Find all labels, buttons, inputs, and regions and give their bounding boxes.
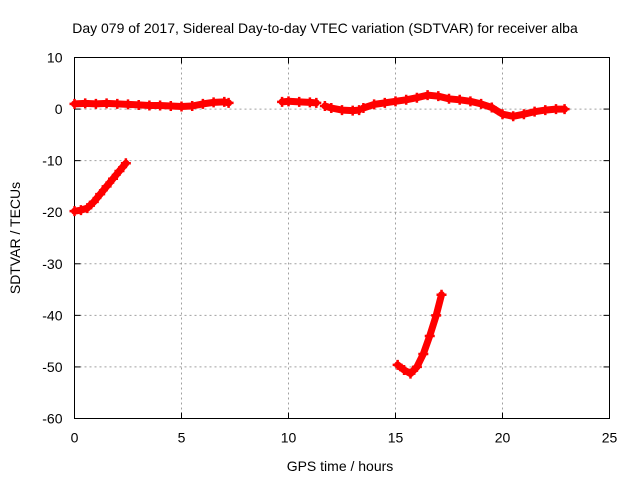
data-point: [80, 98, 91, 109]
data-point: [337, 105, 347, 116]
data-point: [518, 109, 529, 120]
series-segment-4: [319, 100, 365, 116]
data-point: [123, 99, 133, 110]
data-point: [82, 203, 93, 214]
data-point: [486, 102, 497, 113]
data-point: [176, 101, 187, 112]
data-point: [476, 98, 487, 109]
data-point: [405, 368, 416, 379]
data-point: [319, 100, 330, 111]
y-tick-label: 10: [47, 50, 63, 66]
data-point: [358, 103, 369, 114]
series-segment-2: [69, 158, 131, 217]
series-segment-1: [69, 96, 234, 112]
data-point: [283, 96, 294, 107]
y-tick-label: -10: [42, 153, 62, 169]
data-point: [95, 189, 106, 200]
data-point: [411, 92, 422, 103]
y-tick-label: 0: [55, 101, 63, 117]
series-segment-6: [392, 289, 447, 379]
y-tick-label: -20: [42, 204, 62, 220]
data-point: [101, 181, 112, 192]
data-point: [133, 99, 144, 110]
data-point: [294, 96, 305, 107]
data-point: [424, 330, 435, 341]
plot-frame: [74, 57, 610, 419]
tick-labels: 0 5 10 15 20 25 10 0 -10 -20 -30 -40 -50 -60: [42, 50, 617, 446]
data-point: [465, 96, 476, 107]
data-point: [75, 205, 86, 216]
chart-title: Day 079 of 2017, Sidereal Day-to-day VTE…: [72, 20, 578, 36]
data-point: [144, 100, 155, 111]
data-point: [422, 90, 433, 101]
x-axis-label: GPS time / hours: [287, 458, 394, 474]
y-axis-label: SDTVAR / TECUs: [7, 182, 23, 294]
data-point: [155, 100, 166, 111]
x-tick-label: 0: [71, 430, 79, 446]
x-tick-label: 25: [602, 430, 618, 446]
data-point: [197, 98, 208, 109]
data-point: [559, 104, 570, 115]
data-point: [411, 361, 422, 372]
data-point: [326, 103, 337, 114]
x-tick-label: 20: [495, 430, 511, 446]
x-tick-label: 10: [281, 430, 297, 446]
data-point: [433, 91, 444, 102]
data-point: [444, 93, 454, 104]
data-point: [208, 97, 219, 108]
data-point: [379, 97, 390, 108]
data-point: [529, 106, 540, 117]
data-point: [369, 99, 380, 110]
data-point: [90, 98, 101, 109]
data-point: [114, 165, 125, 176]
data-point: [108, 173, 119, 184]
data-point: [508, 111, 519, 122]
axis-ticks: [74, 57, 610, 419]
data-point: [431, 310, 442, 321]
data-point: [112, 98, 123, 109]
data-point: [540, 105, 551, 116]
data-point: [120, 158, 131, 169]
data-point: [551, 104, 561, 115]
y-tick-label: -60: [42, 411, 62, 427]
data-point: [497, 109, 508, 120]
data-point: [454, 94, 465, 105]
data-point: [392, 359, 403, 370]
series-segment-3: [277, 96, 322, 108]
data-point: [418, 349, 429, 360]
x-tick-label: 5: [178, 430, 186, 446]
y-tick-label: -30: [42, 256, 62, 272]
data-point: [390, 96, 401, 107]
y-tick-label: -50: [42, 359, 62, 375]
data-point: [187, 100, 198, 111]
data-point: [223, 97, 234, 108]
data-point: [88, 196, 99, 207]
y-tick-label: -40: [42, 307, 62, 323]
series-line: [71, 98, 233, 110]
series-segment-5: [358, 90, 570, 122]
series-line: [394, 291, 445, 378]
data-point: [401, 94, 412, 105]
data-point: [311, 97, 322, 108]
data-point: [399, 365, 410, 376]
data-point: [101, 98, 112, 109]
data-point: [436, 289, 447, 300]
x-tick-label: 15: [388, 430, 404, 446]
data-point: [165, 100, 176, 111]
series-layer: [69, 90, 570, 379]
data-point: [69, 98, 80, 109]
